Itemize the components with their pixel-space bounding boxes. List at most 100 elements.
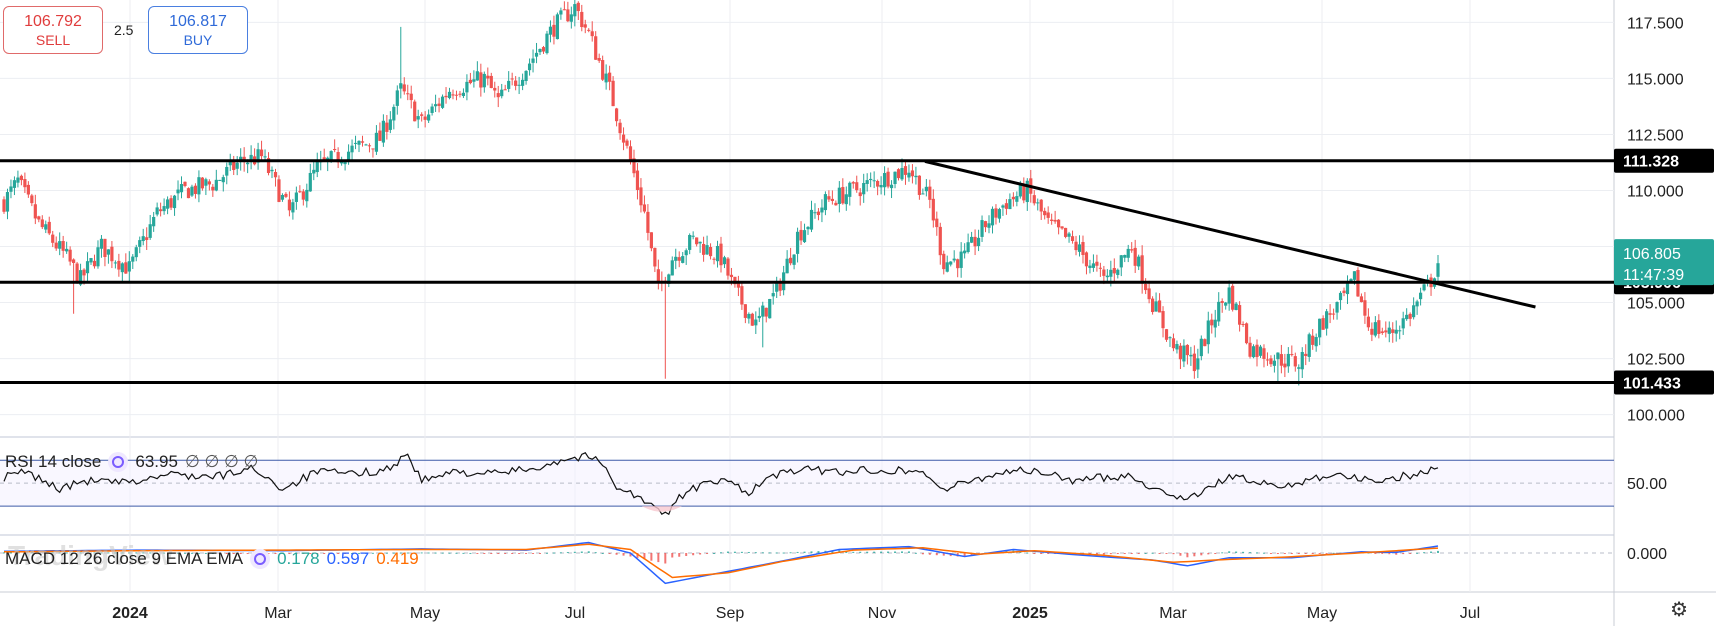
candle-body [1318,318,1322,338]
candle-body [879,184,883,188]
candle-body [719,243,723,266]
candle-body [705,245,709,255]
candle-body [1154,301,1158,312]
macd-histogram-bar [580,551,583,553]
candle-body [1196,358,1200,370]
macd-histogram-bar [894,551,897,553]
macd-histogram-bar [532,553,535,554]
candle-body [1137,256,1141,267]
macd-histogram-bar [1304,553,1307,554]
candle-body [949,261,953,265]
macd-histogram-bar [86,552,89,554]
candle-body [684,250,688,256]
candle-body [298,191,302,193]
macd-legend[interactable]: MACD 12 26 close 9 EMA EMA 0.178 0.597 0… [5,549,419,569]
macd-histogram-bar [288,553,291,554]
macd-histogram-bar [23,552,26,554]
sell-button[interactable]: 106.792 SELL [3,6,103,54]
macd-histogram-bar [135,552,138,554]
candle-body [193,185,198,194]
macd-histogram-bar [232,553,235,554]
candle-body [277,179,281,202]
candle-body [1422,284,1426,291]
candle-body [1126,248,1130,258]
macd-histogram-bar [1186,553,1189,558]
buy-price: 106.817 [169,13,227,30]
candle-body [465,81,469,93]
candle-body [945,262,949,272]
candle-body [1220,301,1224,303]
candle-body [910,170,915,177]
candle-body [907,172,911,178]
candle-body [440,96,445,108]
candle-body [970,236,974,243]
candle-body [461,92,466,97]
macd-histogram-bar [713,553,716,554]
buy-button[interactable]: 106.817 BUY [148,6,248,54]
candle-body [521,79,525,86]
candle-body [165,199,170,209]
macd-histogram-bar [1165,553,1168,554]
candle-body [294,192,298,202]
candle-body [608,72,612,82]
macd-histogram-bar [1019,551,1022,553]
candle-body [367,145,372,147]
candle-body [1084,252,1089,267]
macd-histogram-bar [1276,553,1279,554]
candle-body [681,256,685,263]
macd-histogram-bar [601,553,604,554]
candle-body [792,254,796,265]
candle-body [531,58,535,63]
candle-body [162,206,166,212]
macd-histogram-bar [128,552,131,554]
macd-histogram-bar [685,553,688,556]
macd-histogram-bar [803,551,806,553]
candle-body [1053,219,1057,222]
candle-body [635,170,640,190]
candle-body [329,151,333,161]
candle-body [1095,261,1099,266]
candle-body [232,160,236,171]
macd-histogram-bar [636,553,639,558]
candle-body [632,158,636,174]
macd-histogram-bar [177,552,180,554]
macd-histogram-bar [51,552,54,554]
rsi-legend[interactable]: RSI 14 close 63.95 ∅ ∅ ∅ ∅ [5,452,258,472]
candle-body [761,305,765,317]
candle-body [1248,342,1252,357]
candle-body [183,181,187,186]
time-tick-label: Jul [565,605,585,622]
candle-body [12,180,17,188]
candle-body [1025,180,1029,203]
candle-body [1300,352,1304,370]
candle-body [89,258,93,263]
candle-body [433,104,438,107]
macd-histogram-bar [1416,552,1419,554]
macd-histogram-bar [197,552,200,554]
macd-histogram-bar [1033,553,1036,554]
macd-histogram-bar [622,553,625,556]
candle-body [381,120,385,143]
candle-body [816,211,821,216]
candle-body [1210,319,1214,326]
candle-body [211,186,215,191]
macd-histogram-bar [1040,553,1043,554]
candle-body [844,194,848,205]
level-badge [1614,148,1714,173]
candle-body [1091,263,1096,268]
macd-histogram-bar [448,552,451,554]
last-price-badge [1614,239,1714,286]
candle-body [1206,320,1210,345]
indicator-settings-icon[interactable] [108,452,129,472]
time-tick-label: 2024 [112,605,148,622]
candle-body [625,140,629,146]
macd-histogram-bar [747,551,750,553]
macd-histogram-bar [880,551,883,553]
macd-histogram-bar [831,550,834,553]
settings-icon[interactable]: ⚙ [1670,599,1688,621]
macd-histogram-bar [1130,553,1133,554]
indicator-settings-icon[interactable] [250,549,271,569]
candle-body [1293,356,1297,367]
candle-body [280,195,285,200]
